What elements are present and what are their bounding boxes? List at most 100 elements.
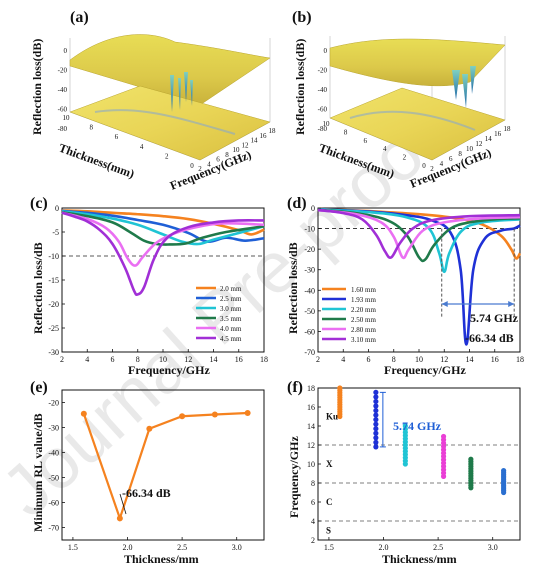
- x-tick-label: 1.5: [68, 543, 78, 552]
- z-tick-label: -40: [318, 86, 328, 94]
- x-tick-label: 6: [367, 355, 371, 364]
- y-tick-label: -50: [304, 307, 315, 316]
- x-tick-label: 18: [260, 355, 268, 364]
- z-tick-label: 0: [64, 47, 68, 55]
- panel-b-zlabel: Reflection loss(dB): [293, 39, 307, 135]
- y-tick-label: -30: [48, 424, 59, 433]
- y-tick-label: 6: [115, 133, 119, 141]
- panel-f-axes-frame: [317, 387, 521, 541]
- y-tick-label: 14: [307, 422, 315, 431]
- bandwidth-arrowhead-left: [441, 301, 448, 307]
- x-tick-label: 12: [475, 140, 483, 148]
- panel-d-legend: 1.60 mm 1.93 mm 2.20 mm 2.50 mm 2.80 mm 3.10 …: [322, 286, 376, 344]
- panel-e: (e) 1.5 2.0 2.5 3.0 -20 -30 -40 -50 -60 -70 -66.3…: [30, 379, 265, 566]
- band-label: Ku: [326, 412, 338, 422]
- panel-a-surface: [69, 34, 271, 106]
- panel-a-ylabel: Thickness(mm): [57, 141, 136, 181]
- y-tick-label: -5: [52, 228, 59, 237]
- z-tick-label: -60: [58, 106, 68, 114]
- panel-b-floor: [329, 87, 506, 161]
- x-tick-label: 16: [260, 132, 268, 140]
- panel-d-bandwidth-annotation: [441, 228, 515, 318]
- panel-d-bandwidth-label: 5.74 GHz: [470, 311, 519, 325]
- panel-f-label: (f): [287, 379, 303, 396]
- x-tick-label: 2: [198, 165, 202, 173]
- band-dot-1: [373, 421, 379, 427]
- x-tick-label: 1.5: [324, 543, 334, 552]
- y-tick-label: -70: [304, 348, 315, 357]
- series-line-5: [317, 208, 521, 259]
- legend-label: 4.0 mm: [220, 325, 242, 333]
- band-dot-3: [440, 433, 447, 440]
- x-tick-label: 6: [216, 156, 220, 164]
- y-tick-label: -20: [304, 245, 315, 254]
- band-dot-1: [373, 430, 379, 436]
- panel-a-ripple: [94, 109, 236, 135]
- panel-b-label: (b): [292, 9, 312, 26]
- panel-e-ticks: 1.5 2.0 2.5 3.0 -20 -30 -40 -50 -60 -70: [48, 399, 241, 553]
- y-tick-label: -10: [48, 252, 59, 261]
- panel-f-band-labels: Ku X C S: [326, 412, 338, 536]
- panel-a-spikes: [170, 72, 193, 112]
- x-tick-label: 2.5: [177, 543, 187, 552]
- y-tick-label: 8: [311, 479, 315, 488]
- x-tick-label: 16: [491, 355, 499, 364]
- panel-c-series: [61, 209, 265, 297]
- panel-b-ripple: [349, 110, 476, 131]
- z-tick-label: -20: [318, 67, 328, 75]
- panel-d-ticks: 2 4 6 8 10 12 14 16 18 0 -10 -20 -30 -40 -50 -60 -70: [304, 204, 524, 364]
- y-tick-label: 0: [422, 162, 426, 170]
- min-rl-line: [82, 411, 248, 522]
- x-tick-label: 10: [233, 146, 241, 154]
- y-tick-label: 16: [307, 403, 315, 412]
- panel-c-label: (c): [30, 195, 48, 212]
- y-tick-label: -30: [304, 266, 315, 275]
- panel-d-peak-label: -66.34 dB: [465, 331, 514, 345]
- y-tick-label: 10: [63, 114, 71, 122]
- y-tick-label: -70: [48, 524, 59, 533]
- y-tick-label: 4: [311, 517, 315, 526]
- x-tick-label: 2.5: [433, 543, 443, 552]
- panel-b-surface: [329, 38, 506, 87]
- min-rl-point: [211, 411, 218, 418]
- band-dot-1: [373, 398, 379, 405]
- panel-f-annotation: 5.74 GHz: [393, 419, 442, 433]
- x-tick-label: 8: [458, 150, 462, 158]
- legend-label: 3.0 mm: [220, 305, 242, 313]
- band-dot-2: [402, 423, 408, 429]
- y-tick-label: 18: [307, 384, 315, 393]
- y-tick-label: 8: [344, 128, 348, 136]
- x-tick-label: 18: [516, 355, 524, 364]
- series-line-1: [317, 207, 521, 346]
- band-dot-1: [373, 389, 379, 395]
- series-line-3: [317, 208, 521, 263]
- panel-d-series: [317, 207, 522, 346]
- x-tick-label: 14: [251, 137, 259, 145]
- panel-a-zlabel: Reflection loss(dB): [30, 39, 44, 135]
- x-tick-label: 18: [504, 125, 512, 133]
- y-tick-label: 10: [323, 120, 331, 128]
- y-tick-label: 6: [311, 498, 315, 507]
- band-dot-0: [337, 385, 343, 391]
- panel-e-axes-frame: [61, 389, 265, 541]
- x-tick-label: 16: [494, 130, 502, 138]
- panel-e-label: (e): [30, 379, 48, 396]
- min-rl-point: [179, 413, 186, 420]
- panel-a-label: (a): [70, 9, 89, 26]
- x-tick-label: 12: [242, 141, 250, 149]
- panel-f-ticks: 1.5 2.0 2.5 3.0 2 4 6 8 10 12 14 16 18: [307, 384, 498, 552]
- x-tick-label: 4: [440, 160, 444, 168]
- panel-e-xlabel: Thickness/mm: [124, 552, 199, 566]
- x-tick-label: 10: [466, 145, 474, 153]
- y-tick-label: 0: [311, 204, 315, 213]
- y-tick-label: 4: [383, 145, 387, 153]
- x-tick-label: 4: [207, 160, 211, 168]
- band-dot-1: [373, 403, 379, 409]
- min-rl-point: [80, 410, 87, 417]
- panel-e-series: [80, 410, 251, 522]
- x-tick-label: 18: [269, 127, 277, 135]
